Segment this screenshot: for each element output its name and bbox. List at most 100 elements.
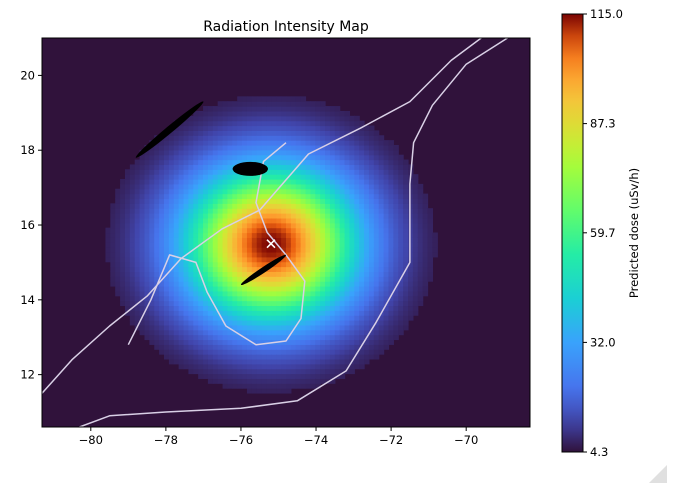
heatmap-cell — [334, 349, 341, 355]
heatmap-cell — [207, 174, 214, 180]
heatmap-cell — [183, 222, 189, 229]
heatmap-cell — [154, 242, 160, 248]
heatmap-cell — [110, 227, 116, 234]
heatmap-cell — [286, 305, 292, 311]
heatmap-cell — [310, 120, 316, 127]
heatmap-cell — [339, 295, 346, 302]
heatmap-cell — [154, 203, 160, 209]
heatmap-cell — [266, 358, 272, 365]
heatmap-cell — [159, 154, 165, 161]
heatmap-cell — [329, 193, 336, 200]
heatmap-cell — [168, 174, 175, 180]
heatmap-cell — [349, 324, 355, 331]
colorbar-tick-label: 32.0 — [590, 335, 616, 349]
heatmap-cell — [193, 271, 199, 277]
heatmap-cell — [212, 349, 219, 355]
heatmap-cell — [305, 217, 311, 224]
heatmap-cell — [124, 237, 131, 243]
heatmap-cell — [193, 349, 199, 355]
heatmap-cell — [339, 285, 346, 292]
heatmap-cell — [286, 266, 292, 272]
heatmap-cell — [212, 358, 219, 365]
heatmap-cell — [354, 149, 360, 156]
heatmap-cell — [256, 203, 263, 209]
heatmap-cell — [212, 144, 219, 151]
heatmap-cell — [144, 281, 150, 287]
heatmap-cell — [310, 130, 316, 136]
heatmap-cell — [227, 217, 233, 224]
heatmap-cell — [198, 300, 204, 307]
heatmap-cell — [354, 295, 360, 302]
heatmap-cell — [315, 144, 321, 151]
heatmap-cell — [188, 217, 194, 224]
heatmap-cell — [242, 208, 248, 214]
heatmap-cell — [168, 217, 175, 224]
heatmap-cell — [217, 315, 224, 321]
heatmap-cell — [237, 295, 243, 302]
heatmap-cell — [378, 144, 385, 151]
heatmap-cell — [286, 261, 292, 268]
heatmap-cell — [290, 213, 297, 219]
heatmap-cell — [305, 208, 311, 214]
heatmap-cell — [154, 208, 160, 214]
heatmap-cell — [198, 324, 204, 331]
heatmap-cell — [310, 358, 316, 365]
heatmap-cell — [129, 237, 136, 243]
heatmap-cell — [344, 285, 351, 292]
heatmap-cell — [154, 144, 160, 151]
heatmap-cell — [364, 329, 370, 336]
heatmap-cell — [339, 169, 346, 175]
heatmap-cell — [334, 358, 341, 365]
heatmap-cell — [354, 217, 360, 224]
heatmap-cell — [144, 203, 150, 209]
heatmap-cell — [242, 106, 248, 112]
heatmap-cell — [281, 183, 287, 190]
heatmap-cell — [300, 281, 307, 287]
heatmap-cell — [305, 130, 311, 136]
heatmap-cell — [310, 261, 316, 268]
heatmap-cell — [227, 193, 233, 200]
heatmap-cell — [305, 378, 311, 384]
heatmap-cell — [310, 354, 316, 360]
heatmap-cell — [305, 237, 311, 243]
heatmap-cell — [271, 227, 277, 234]
heatmap-cell — [315, 290, 321, 297]
heatmap-cell — [320, 281, 326, 287]
heatmap-cell — [388, 320, 394, 326]
heatmap-cell — [412, 179, 419, 185]
heatmap-cell — [388, 164, 394, 170]
heatmap-cell — [359, 164, 365, 170]
heatmap-cell — [310, 198, 316, 204]
heatmap-cell — [349, 295, 355, 302]
heatmap-cell — [207, 290, 214, 297]
heatmap-cell — [266, 115, 272, 122]
heatmap-cell — [329, 130, 336, 136]
heatmap-cell — [227, 169, 233, 175]
heatmap-cell — [339, 256, 346, 263]
resize-handle-icon[interactable] — [649, 465, 667, 483]
heatmap-cell — [232, 324, 238, 331]
heatmap-cell — [183, 140, 189, 146]
heatmap-cell — [271, 368, 277, 375]
heatmap-cell — [427, 271, 433, 277]
heatmap-cell — [398, 329, 404, 336]
heatmap-cell — [198, 281, 204, 287]
heatmap-cell — [246, 237, 253, 243]
heatmap-cell — [237, 140, 243, 146]
heatmap-cell — [368, 232, 375, 238]
heatmap-cell — [251, 324, 258, 331]
heatmap-cell — [242, 213, 248, 219]
heatmap-cell — [139, 198, 146, 204]
heatmap-cell — [354, 344, 360, 350]
heatmap-cell — [227, 247, 233, 253]
heatmap-cell — [295, 115, 302, 122]
heatmap-cell — [378, 247, 385, 253]
heatmap-cell — [242, 144, 248, 151]
heatmap-cell — [403, 174, 409, 180]
heatmap-cell — [344, 354, 351, 360]
heatmap-cell — [178, 193, 185, 200]
heatmap-cell — [286, 300, 292, 307]
heatmap-cell — [334, 164, 341, 170]
heatmap-cell — [242, 183, 248, 190]
heatmap-cell — [388, 179, 394, 185]
